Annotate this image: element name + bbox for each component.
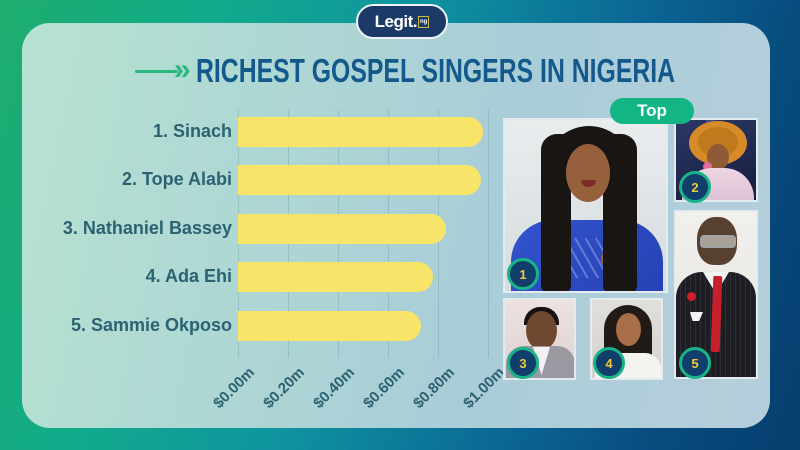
face-shape — [566, 144, 610, 202]
rank-badge-1: 1 — [507, 258, 539, 290]
top-badge: Top — [610, 98, 694, 124]
bar-label: 5. Sammie Okposo — [70, 315, 232, 335]
bar-sammie-okposo — [238, 311, 421, 341]
rank-badge-5: 5 — [679, 347, 711, 379]
rank-badge-2: 2 — [679, 171, 711, 203]
bar-sinach — [238, 117, 483, 147]
double-chevron-icon: » — [174, 53, 191, 86]
pocket-square-shape — [690, 312, 703, 321]
photo-tope-alabi — [674, 118, 758, 202]
rank-badge-4: 4 — [593, 347, 625, 379]
bar-nathaniel-bassey — [238, 214, 446, 244]
arrow-right-icon — [135, 70, 178, 73]
gridline — [488, 110, 489, 358]
face-shape — [616, 313, 641, 346]
logo-ng-badge: ng — [418, 15, 430, 28]
face-shape — [707, 144, 729, 170]
bar-label: 3. Nathaniel Bassey — [62, 218, 232, 238]
bar-tope-alabi — [238, 165, 481, 195]
rank-badge-3: 3 — [507, 347, 539, 379]
microphone-shape — [703, 162, 712, 171]
page-title: RICHEST GOSPEL SINGERS IN NIGERIA — [196, 52, 676, 90]
mouth-shape — [581, 180, 596, 187]
face-shape — [526, 311, 557, 350]
bar-ada-ehi — [238, 262, 433, 292]
bar-label: 1. Sinach — [152, 121, 232, 141]
bar-label: 2. Tope Alabi — [121, 169, 232, 189]
glasses-icon — [700, 235, 736, 248]
bar-label: 4. Ada Ehi — [145, 266, 232, 286]
logo-wordmark: Legit. — [374, 11, 418, 31]
legit-ng-logo: Legit. ng — [356, 4, 448, 39]
lapel-flower-shape — [687, 292, 696, 301]
